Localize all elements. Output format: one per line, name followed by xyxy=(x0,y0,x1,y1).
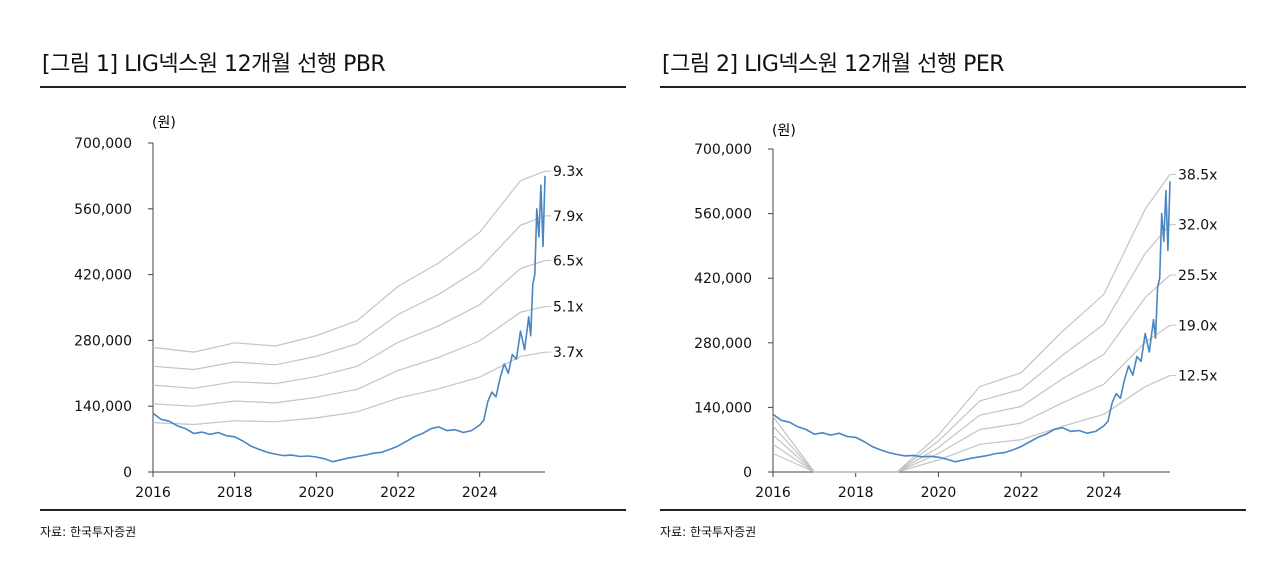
footer-rule xyxy=(40,509,626,511)
y-tick-label: 0 xyxy=(123,465,132,481)
y-tick-label: 280,000 xyxy=(694,336,752,352)
band-label: 3.7x xyxy=(553,345,584,361)
per-band-chart: (원) 700,000 560,000 420,000 280,000 140,000 0… xyxy=(694,123,1217,501)
y-tick-label: 560,000 xyxy=(74,202,132,218)
x-tick-label: 2018 xyxy=(838,485,874,501)
band-line-6.5x xyxy=(152,259,546,389)
y-tick-label: 280,000 xyxy=(74,333,132,349)
source-note: 자료: 한국투자증권 xyxy=(40,525,137,539)
band-line-9.3x xyxy=(152,170,546,353)
y-tick-label: 140,000 xyxy=(694,400,752,416)
source-note: 자료: 한국투자증권 xyxy=(660,525,757,539)
y-tick-label: 560,000 xyxy=(694,207,752,223)
chart-panel-pbr: [그림 1] LIG넥스원 12개월 선행 PBR (원) 700,000 560… xyxy=(40,0,640,575)
title-rule xyxy=(40,86,626,88)
unit-label: (원) xyxy=(772,123,796,139)
x-tick-label: 2016 xyxy=(135,485,171,501)
x-tick-label: 2016 xyxy=(755,485,791,501)
band-line-19.0x xyxy=(772,324,1171,473)
band-line-5.1x xyxy=(152,306,546,407)
x-tick-label: 2024 xyxy=(1086,485,1122,501)
chart-title: [그림 2] LIG넥스원 12개월 선행 PER xyxy=(662,52,1005,77)
y-tick-label: 420,000 xyxy=(74,268,132,284)
y-tick-label: 700,000 xyxy=(74,136,132,152)
band-label: 5.1x xyxy=(553,300,584,316)
x-tick-label: 2022 xyxy=(380,485,416,501)
chart-panel-per: [그림 2] LIG넥스원 12개월 선행 PER (원) 700,000 560… xyxy=(660,0,1260,575)
band-label: 38.5x xyxy=(1178,167,1217,183)
band-line-25.5x xyxy=(772,274,1171,473)
band-label: 19.0x xyxy=(1178,318,1217,334)
band-label: 12.5x xyxy=(1178,369,1217,385)
x-tick-label: 2020 xyxy=(921,485,957,501)
band-label: 6.5x xyxy=(553,254,584,270)
title-rule xyxy=(660,86,1246,88)
band-line-38.5x xyxy=(772,174,1171,473)
footer-rule xyxy=(660,509,1246,511)
chart-title: [그림 1] LIG넥스원 12개월 선행 PBR xyxy=(42,52,386,77)
unit-label: (원) xyxy=(152,115,176,131)
price-line xyxy=(152,175,546,463)
band-line-3.7x xyxy=(152,351,546,426)
price-line xyxy=(772,181,1171,463)
x-tick-label: 2024 xyxy=(462,485,498,501)
y-tick-label: 140,000 xyxy=(74,399,132,415)
band-label: 25.5x xyxy=(1178,268,1217,284)
y-tick-label: 420,000 xyxy=(694,271,752,287)
y-tick-label: 0 xyxy=(743,465,752,481)
band-label: 7.9x xyxy=(553,209,584,225)
y-tick-label: 700,000 xyxy=(694,142,752,158)
pbr-band-chart: (원) 700,000 560,000 420,000 280,000 140,000 0… xyxy=(74,115,584,501)
x-tick-label: 2018 xyxy=(217,485,253,501)
band-label: 9.3x xyxy=(553,164,584,180)
x-tick-label: 2022 xyxy=(1003,485,1039,501)
band-line-7.9x xyxy=(152,215,546,371)
x-tick-label: 2020 xyxy=(299,485,335,501)
band-line-12.5x xyxy=(772,375,1171,473)
band-label: 32.0x xyxy=(1178,218,1217,234)
